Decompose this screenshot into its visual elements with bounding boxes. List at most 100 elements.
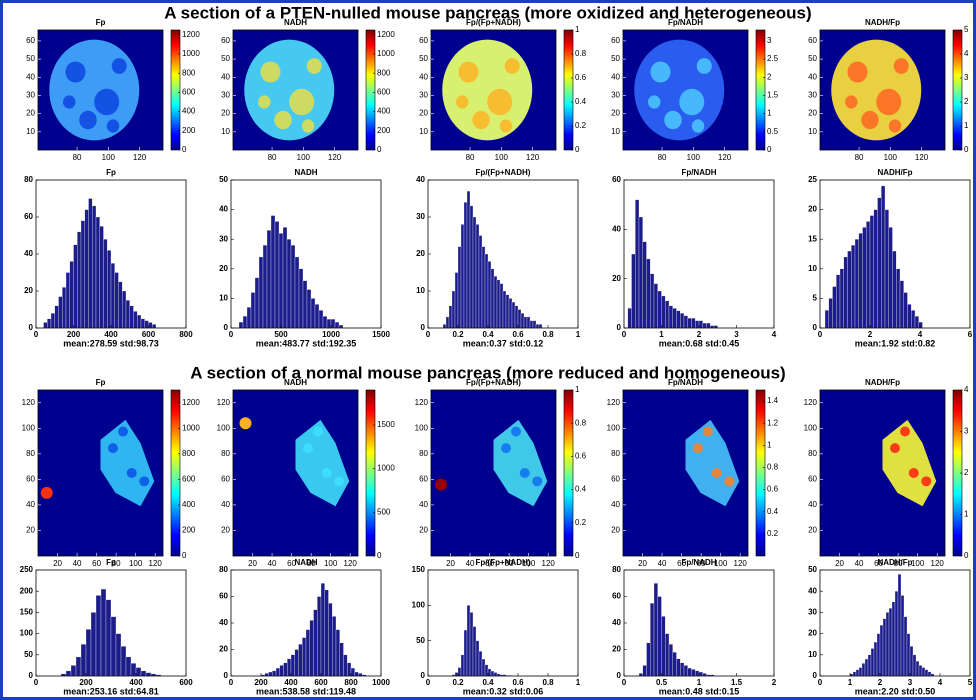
sample-dot [40, 486, 53, 499]
bar [77, 231, 82, 329]
tissue-spot [63, 95, 76, 109]
bar [855, 669, 860, 677]
y-tick-label: 30 [416, 212, 425, 221]
y-tick-label: 80 [24, 175, 33, 184]
bar [854, 239, 859, 329]
bar [270, 215, 276, 329]
bar [463, 202, 468, 329]
bar [882, 618, 887, 677]
y-tick-label: 30 [808, 91, 817, 100]
y-tick-label: 20 [808, 205, 817, 214]
bar [481, 246, 486, 329]
y-tick-label: 50 [221, 54, 230, 63]
bar [309, 620, 314, 677]
y-tick-label: 120 [217, 398, 231, 407]
bar [122, 290, 127, 329]
x-tick-label: 100 [714, 559, 728, 568]
bar [698, 320, 703, 329]
bar [862, 227, 867, 329]
x-tick-label: 6 [968, 330, 973, 339]
colorbar-label: 200 [182, 526, 196, 535]
bar [80, 644, 87, 677]
bar [140, 670, 147, 677]
x-tick-label: 60 [92, 559, 101, 568]
bar [472, 216, 477, 329]
bar [332, 616, 337, 677]
bar [691, 669, 696, 677]
bar [520, 313, 525, 329]
x-tick-label: 60 [677, 559, 686, 568]
x-tick-label: 100 [687, 153, 701, 162]
bar [687, 317, 692, 329]
x-tick-label: 500 [274, 330, 288, 339]
colorbar-label: 1200 [377, 30, 395, 39]
bar [457, 246, 462, 329]
tissue-spot [487, 88, 513, 116]
y-tick-label: 20 [611, 109, 620, 118]
bar [302, 637, 307, 677]
colorbar-label: 400 [377, 107, 391, 116]
y-tick-label: 60 [808, 474, 817, 483]
bar [92, 205, 97, 329]
bar [326, 318, 332, 329]
bar [70, 665, 77, 677]
bar [891, 601, 896, 677]
x-tick-label: 100 [911, 559, 925, 568]
colorbar-label: 0.8 [767, 463, 779, 472]
section-title: A section of a normal mouse pancreas (mo… [190, 363, 785, 382]
x-tick-label: 1 [576, 330, 581, 339]
bar [287, 658, 292, 677]
colorbar-label: 500 [377, 507, 391, 516]
bar [514, 305, 519, 329]
bar [496, 279, 501, 329]
x-tick-label: 100 [129, 559, 143, 568]
colorbar-label: 3 [964, 427, 969, 436]
axes-frame [35, 569, 187, 677]
y-tick-label: 20 [419, 526, 428, 535]
y-tick-label: 100 [20, 629, 34, 638]
y-tick-label: 40 [219, 618, 228, 627]
y-tick-label: 40 [808, 72, 817, 81]
bar [314, 304, 320, 329]
tissue-spot [648, 95, 661, 109]
bar [487, 261, 492, 329]
bar [661, 616, 666, 677]
panel-title: Fp/(Fp+NADH) [466, 18, 521, 27]
x-tick-label: 120 [133, 153, 147, 162]
y-tick-label: 20 [808, 629, 817, 638]
x-tick-label: 80 [307, 559, 316, 568]
bar [646, 258, 651, 329]
bar [668, 644, 673, 677]
x-tick-label: 0 [818, 330, 823, 339]
x-tick-label: 100 [324, 559, 338, 568]
bar [47, 318, 52, 329]
bar [133, 311, 138, 329]
tissue-spot [79, 110, 97, 130]
colorbar-label: 3 [964, 73, 969, 82]
colorbar [365, 29, 376, 151]
y-tick-label: 10 [808, 264, 817, 273]
x-tick-label: 80 [658, 153, 667, 162]
tissue-spot [65, 61, 86, 83]
panel-title: NADH/Fp [877, 168, 912, 177]
stats-label: mean:538.58 std:119.48 [256, 686, 356, 696]
bar [274, 221, 280, 329]
bar [451, 290, 456, 329]
y-tick-label: 60 [219, 592, 228, 601]
x-tick-label: 120 [344, 559, 358, 568]
bar [915, 661, 920, 677]
y-tick-label: 80 [808, 449, 817, 458]
x-tick-label: 1000 [322, 330, 340, 339]
y-tick-label: 15 [808, 234, 817, 243]
axes-frame [819, 389, 946, 557]
y-tick-label: 30 [26, 91, 35, 100]
bar [702, 322, 707, 329]
y-tick-label: 60 [419, 474, 428, 483]
y-tick-label: 40 [221, 500, 230, 509]
y-tick-label: 60 [612, 592, 621, 601]
colorbar-label: 200 [182, 126, 196, 135]
bar [460, 224, 465, 329]
y-tick-label: 40 [612, 618, 621, 627]
y-tick-label: 30 [221, 91, 230, 100]
